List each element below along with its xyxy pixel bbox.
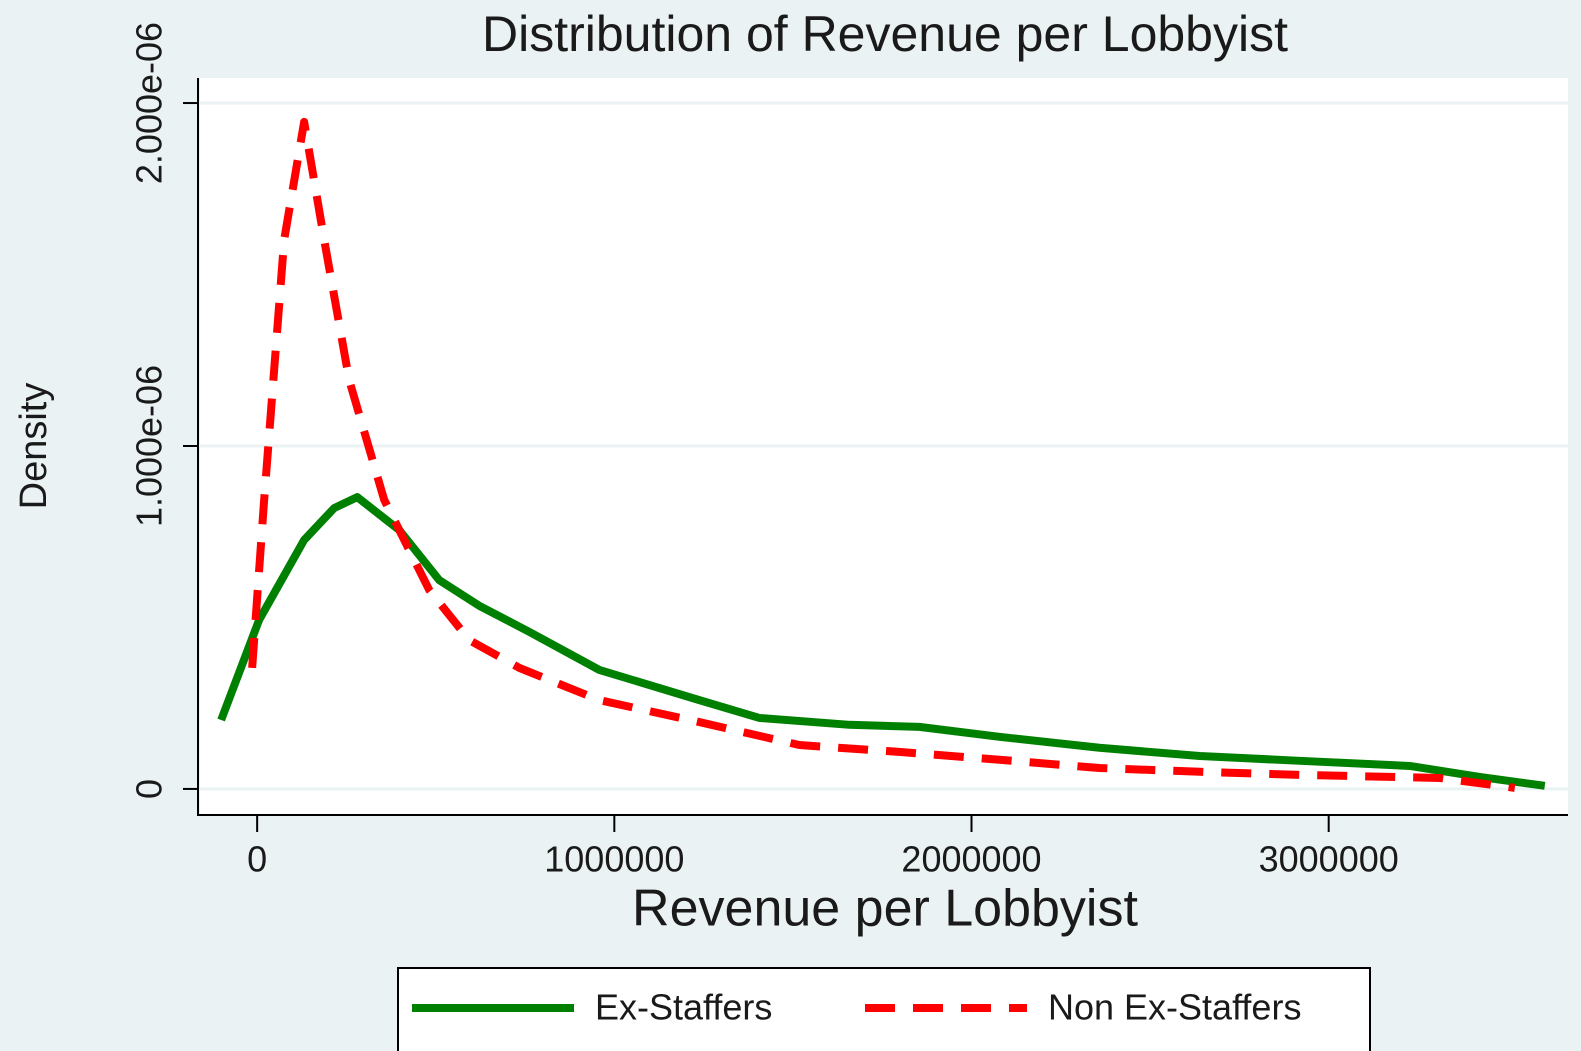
y-tick-label: 1.000e-06 [129, 365, 170, 527]
y-tick-label: 0 [129, 779, 170, 799]
x-tick-label: 3000000 [1259, 839, 1399, 880]
x-tick-label: 1000000 [544, 839, 684, 880]
x-tick-label: 0 [247, 839, 267, 880]
legend-label: Ex-Staffers [595, 987, 772, 1028]
legend: Ex-Staffers Non Ex-Staffers [397, 967, 1371, 1051]
y-axis-title: Density [13, 383, 55, 510]
x-axis-title: Revenue per Lobbyist [632, 880, 1138, 938]
chart-title: Distribution of Revenue per Lobbyist [482, 6, 1288, 62]
legend-label: Non Ex-Staffers [1048, 987, 1301, 1028]
data-line [248, 117, 1516, 792]
x-tick-label: 2000000 [901, 839, 1041, 880]
y-tick-label: 2.000e-06 [129, 22, 170, 184]
data-line [217, 493, 1546, 790]
